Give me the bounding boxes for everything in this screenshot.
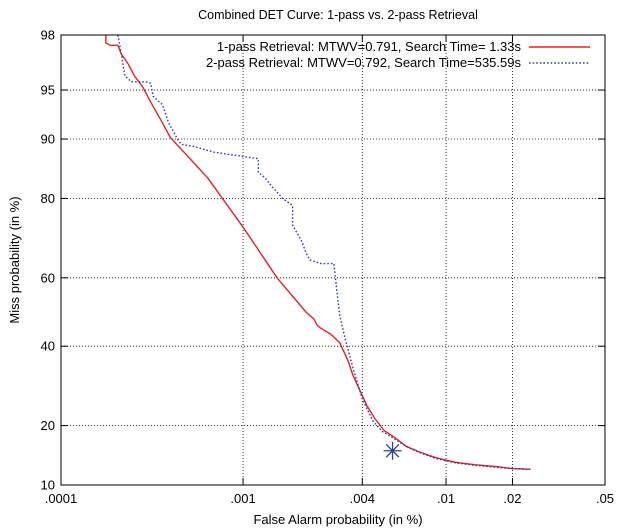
y-tick-label: 10	[41, 478, 55, 493]
x-tick-label: .004	[350, 491, 375, 506]
y-tick-label: 80	[41, 191, 55, 206]
x-axis-label: False Alarm probability (in %)	[253, 512, 422, 527]
x-tick-label: .001	[230, 491, 255, 506]
x-tick-label: .0001	[45, 491, 78, 506]
y-axis-label: Miss probability (in %)	[7, 196, 22, 323]
x-tick-label: .02	[503, 491, 521, 506]
y-tick-label: 90	[41, 132, 55, 147]
y-tick-label: 98	[41, 28, 55, 43]
y-tick-label: 20	[41, 418, 55, 433]
grid	[61, 35, 605, 485]
plot-frame	[60, 34, 606, 486]
y-tick-label: 40	[41, 339, 55, 354]
series-line-1	[105, 35, 531, 470]
tick-labels: .0001 .001 .004 .01 .02 .05 10 20 40 60 80 90 95 98	[41, 28, 615, 507]
legend-label-1: 1-pass Retrieval: MTWV=0.791, Search Tim…	[217, 39, 522, 54]
x-tick-label: .01	[437, 491, 455, 506]
marker-layer	[383, 441, 402, 460]
chart-title: Combined DET Curve: 1-pass vs. 2-pass Re…	[198, 8, 478, 22]
series-layer	[105, 34, 531, 470]
y-tick-label: 60	[41, 270, 55, 285]
x-tick-label: .05	[596, 491, 614, 506]
legend: 1-pass Retrieval: MTWV=0.791, Search Tim…	[206, 39, 590, 70]
tick-layer	[60, 34, 606, 486]
marker-star-stroke	[385, 443, 400, 458]
y-tick-label: 95	[41, 83, 55, 98]
legend-label-2: 2-pass Retrieval: MTWV=0.792, Search Tim…	[206, 55, 522, 70]
series-line-2	[117, 34, 531, 470]
